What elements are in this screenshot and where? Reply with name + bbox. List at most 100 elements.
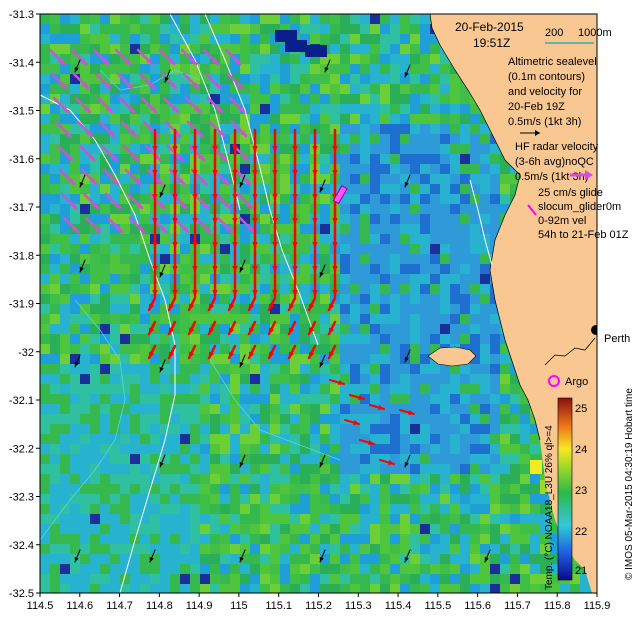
sst-cell: [40, 364, 50, 374]
sst-cell: [90, 244, 100, 254]
velocity-arrow: [172, 176, 178, 202]
sst-cell: [400, 454, 410, 464]
sst-cell: [520, 564, 530, 574]
sst-cell: [410, 34, 420, 44]
sst-cell: [330, 104, 340, 114]
sst-cell: [380, 454, 390, 464]
sst-cell: [90, 434, 100, 444]
sst-cell: [80, 204, 90, 214]
sst-cell: [400, 304, 410, 314]
x-tick-label: 115.5: [424, 600, 451, 612]
velocity-arrow: [212, 152, 218, 178]
sst-cell: [470, 354, 480, 364]
sst-cell: [50, 254, 60, 264]
sst-cell: [300, 374, 310, 384]
sst-cell: [290, 334, 300, 344]
sst-cell: [440, 184, 450, 194]
sst-cell: [440, 504, 450, 514]
sst-cell: [200, 104, 210, 114]
sst-cell: [70, 184, 80, 194]
sst-cell: [220, 264, 230, 274]
sst-cell: [440, 134, 450, 144]
sst-cell: [160, 314, 170, 324]
sst-cell: [520, 554, 530, 564]
sst-cell: [80, 494, 90, 504]
sst-cell: [380, 434, 390, 444]
sst-cell: [190, 84, 200, 94]
sst-cell: [150, 534, 160, 544]
sst-cell: [60, 444, 70, 454]
sst-cell: [520, 424, 530, 434]
sst-cell: [260, 384, 270, 394]
sst-cell: [80, 584, 90, 593]
sst-cell: [210, 34, 220, 44]
sst-cell: [330, 94, 340, 104]
sst-cell: [320, 124, 330, 134]
sst-cell: [270, 84, 280, 94]
sst-cell: [520, 404, 530, 414]
sst-cell: [260, 134, 270, 144]
sst-cell: [130, 494, 140, 504]
sst-cell: [170, 394, 180, 404]
sst-cell: [280, 84, 290, 94]
sst-cell: [80, 84, 90, 94]
sst-cell: [50, 374, 60, 384]
sst-cell: [430, 554, 440, 564]
velocity-arrow: [399, 409, 415, 416]
sst-cell: [150, 374, 160, 384]
sst-cell: [130, 14, 140, 24]
sst-cell: [260, 454, 270, 464]
sst-cell: [190, 544, 200, 554]
sst-cell: [200, 174, 210, 184]
sst-cell: [180, 84, 190, 94]
sst-cell: [230, 554, 240, 564]
sst-cell: [100, 224, 110, 234]
velocity-arrow: [136, 48, 154, 66]
velocity-arrow: [152, 128, 158, 154]
sst-cell: [40, 204, 50, 214]
sst-cell: [390, 354, 400, 364]
velocity-arrow: [404, 454, 411, 468]
sst-cell: [140, 184, 150, 194]
sst-cell: [510, 574, 520, 584]
sst-cell: [250, 534, 260, 544]
sst-cell: [220, 254, 230, 264]
sst-cell: [180, 154, 190, 164]
sst-cell: [410, 484, 420, 494]
sst-cell: [290, 584, 300, 593]
sst-cell: [50, 194, 60, 204]
sst-cell: [290, 534, 300, 544]
sst-cell: [200, 414, 210, 424]
sst-cell: [370, 374, 380, 384]
velocity-arrow: [58, 168, 76, 186]
velocity-arrow: [159, 454, 166, 468]
sst-cell: [460, 104, 470, 114]
sst-cell: [440, 124, 450, 134]
sst-cell: [430, 274, 440, 284]
sst-cell: [150, 354, 160, 364]
sst-cell: [140, 314, 150, 324]
sst-cell: [140, 164, 150, 174]
sst-cell: [300, 234, 310, 244]
sst-cell: [400, 314, 410, 324]
sst-cell: [450, 434, 460, 444]
sst-cell: [130, 254, 140, 264]
sst-cell: [90, 474, 100, 484]
sst-cell: [360, 544, 370, 554]
sst-cell: [180, 184, 190, 194]
sst-cell: [480, 374, 490, 384]
sst-cell: [340, 74, 350, 84]
sst-cell: [140, 284, 150, 294]
sst-cell: [220, 424, 230, 434]
sst-cell: [490, 424, 500, 434]
sst-cell: [300, 564, 310, 574]
velocity-arrow: [208, 120, 226, 138]
sst-cell: [320, 284, 330, 294]
velocity-arrow: [118, 96, 136, 114]
sst-cell: [260, 84, 270, 94]
sst-cell: [80, 564, 90, 574]
sst-cell: [420, 504, 430, 514]
sst-cell: [230, 374, 240, 384]
sst-cell: [160, 474, 170, 484]
sst-cell: [130, 34, 140, 44]
